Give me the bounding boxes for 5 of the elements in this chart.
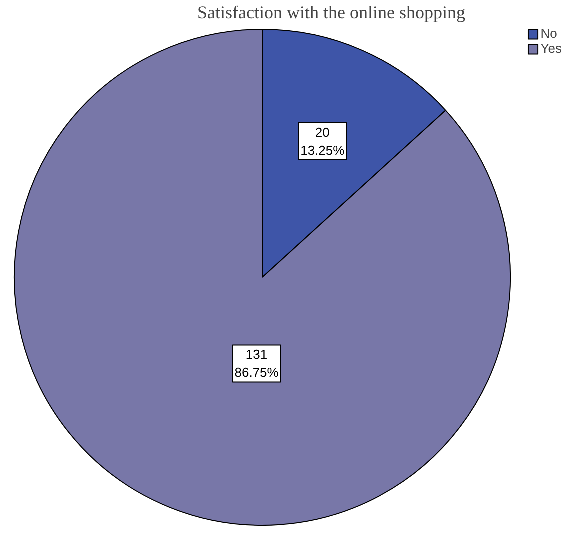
chart-title: Satisfaction with the online shopping (198, 2, 466, 22)
legend-label: Yes (540, 41, 562, 56)
data-label: 131 86.75% (234, 347, 280, 380)
legend-label: No (540, 26, 558, 41)
data-label: 20 13.25% (300, 124, 346, 158)
